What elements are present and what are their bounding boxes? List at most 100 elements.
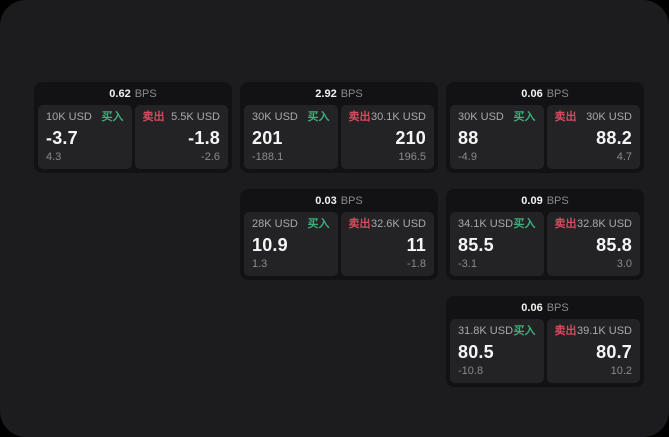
quote-card-1[interactable]: 0.62 BPS 10K USD 买入 -3.7 4.3 卖出 5.5K USD (34, 82, 232, 173)
buy-price: 85.5 (458, 234, 494, 255)
buy-delta: -188.1 (252, 151, 284, 163)
buy-price: -3.7 (46, 127, 78, 148)
bps-header: 0.09 BPS (450, 193, 640, 210)
bps-value: 2.92 (315, 88, 337, 100)
sell-size: 30.1K USD (370, 111, 426, 123)
quote-card-3[interactable]: 0.06 BPS 30K USD 买入 88 -4.9 卖出 30K USD (446, 82, 644, 173)
buy-size: 34.1K USD (458, 218, 514, 230)
sell-side[interactable]: 卖出 30K USD 88.2 4.7 (546, 105, 640, 169)
bps-value: 0.03 (315, 195, 337, 207)
sell-size: 30K USD (586, 111, 632, 123)
sell-size: 39.1K USD (576, 325, 632, 337)
sell-price: 11 (406, 234, 426, 255)
quote-body: 30K USD 买入 88 -4.9 卖出 30K USD 88.2 4.7 (450, 105, 640, 169)
bps-unit: BPS (134, 88, 157, 100)
sell-price: 210 (395, 127, 426, 148)
sell-side-top: 卖出 32.8K USD (555, 218, 633, 231)
bps-value: 0.06 (521, 302, 543, 314)
bps-unit: BPS (340, 195, 363, 207)
sell-label: 卖出 (348, 111, 371, 123)
sell-label: 卖出 (142, 111, 165, 123)
buy-side-top: 28K USD 买入 (252, 218, 330, 231)
buy-label: 买入 (307, 218, 330, 230)
bps-header: 0.06 BPS (450, 86, 640, 103)
buy-delta: -4.9 (458, 151, 477, 163)
sell-delta: -2.6 (201, 151, 220, 163)
buy-side-top: 30K USD 买入 (458, 111, 536, 124)
bps-header: 0.03 BPS (244, 193, 434, 210)
buy-side[interactable]: 10K USD 买入 -3.7 4.3 (38, 105, 132, 169)
buy-label: 买入 (513, 111, 536, 123)
sell-size: 32.6K USD (370, 218, 426, 230)
quote-body: 34.1K USD 买入 85.5 -3.1 卖出 32.8K USD 85.8… (450, 212, 640, 276)
buy-delta: 1.3 (252, 258, 268, 270)
bps-value: 0.06 (521, 88, 543, 100)
quotes-grid: 0.62 BPS 10K USD 买入 -3.7 4.3 卖出 5.5K USD (34, 82, 644, 387)
buy-label: 买入 (101, 111, 124, 123)
sell-side-top: 卖出 32.6K USD (349, 218, 427, 231)
bps-value: 0.09 (521, 195, 543, 207)
sell-side[interactable]: 卖出 5.5K USD -1.8 -2.6 (134, 105, 228, 169)
quote-body: 30K USD 买入 201 -188.1 卖出 30.1K USD 210 1… (244, 105, 434, 169)
bps-header: 0.62 BPS (38, 86, 228, 103)
sell-side-top: 卖出 39.1K USD (555, 325, 633, 338)
bps-unit: BPS (340, 88, 363, 100)
buy-side[interactable]: 28K USD 买入 10.9 1.3 (244, 212, 338, 276)
quote-body: 28K USD 买入 10.9 1.3 卖出 32.6K USD 11 -1.8 (244, 212, 434, 276)
quote-body: 31.8K USD 买入 80.5 -10.8 卖出 39.1K USD 80.… (450, 319, 640, 383)
buy-size: 30K USD (458, 111, 504, 123)
buy-side-top: 34.1K USD 买入 (458, 218, 536, 231)
bps-value: 0.62 (109, 88, 131, 100)
buy-price: 80.5 (458, 341, 494, 362)
buy-size: 31.8K USD (458, 325, 514, 337)
bps-unit: BPS (546, 195, 569, 207)
buy-delta: -10.8 (458, 365, 484, 377)
buy-size: 10K USD (46, 111, 92, 123)
quote-body: 10K USD 买入 -3.7 4.3 卖出 5.5K USD -1.8 -2.… (38, 105, 228, 169)
sell-delta: 4.7 (616, 151, 632, 163)
sell-delta: -1.8 (407, 258, 426, 270)
sell-side-top: 卖出 30.1K USD (349, 111, 427, 124)
bps-unit: BPS (546, 88, 569, 100)
sell-price: 85.8 (596, 234, 632, 255)
buy-size: 30K USD (252, 111, 298, 123)
buy-label: 买入 (307, 111, 330, 123)
sell-label: 卖出 (348, 218, 371, 230)
buy-side[interactable]: 30K USD 买入 201 -188.1 (244, 105, 338, 169)
bps-header: 0.06 BPS (450, 300, 640, 317)
sell-side[interactable]: 卖出 39.1K USD 80.7 10.2 (546, 319, 640, 383)
quote-card-4[interactable]: 0.03 BPS 28K USD 买入 10.9 1.3 卖出 32.6K US… (240, 189, 438, 280)
quote-card-5[interactable]: 0.09 BPS 34.1K USD 买入 85.5 -3.1 卖出 32.8K… (446, 189, 644, 280)
quote-card-6[interactable]: 0.06 BPS 31.8K USD 买入 80.5 -10.8 卖出 39.1… (446, 296, 644, 387)
quote-card-2[interactable]: 2.92 BPS 30K USD 买入 201 -188.1 卖出 30.1K … (240, 82, 438, 173)
buy-side-top: 10K USD 买入 (46, 111, 124, 124)
sell-side[interactable]: 卖出 32.6K USD 11 -1.8 (340, 212, 434, 276)
sell-label: 卖出 (554, 325, 577, 337)
sell-price: -1.8 (188, 127, 220, 148)
bps-header: 2.92 BPS (244, 86, 434, 103)
buy-label: 买入 (513, 218, 536, 230)
sell-side-top: 卖出 5.5K USD (143, 111, 221, 124)
sell-price: 88.2 (596, 127, 632, 148)
sell-side[interactable]: 卖出 32.8K USD 85.8 3.0 (546, 212, 640, 276)
buy-side[interactable]: 34.1K USD 买入 85.5 -3.1 (450, 212, 544, 276)
buy-delta: 4.3 (46, 151, 62, 163)
sell-delta: 3.0 (616, 258, 632, 270)
buy-price: 201 (252, 127, 283, 148)
sell-size: 5.5K USD (171, 111, 220, 123)
buy-delta: -3.1 (458, 258, 477, 270)
buy-price: 10.9 (252, 234, 288, 255)
sell-side[interactable]: 卖出 30.1K USD 210 196.5 (340, 105, 434, 169)
sell-label: 卖出 (554, 111, 577, 123)
sell-delta: 10.2 (610, 365, 632, 377)
sell-size: 32.8K USD (576, 218, 632, 230)
bps-unit: BPS (546, 302, 569, 314)
buy-side[interactable]: 30K USD 买入 88 -4.9 (450, 105, 544, 169)
buy-size: 28K USD (252, 218, 298, 230)
sell-price: 80.7 (596, 341, 632, 362)
buy-side[interactable]: 31.8K USD 买入 80.5 -10.8 (450, 319, 544, 383)
buy-side-top: 30K USD 买入 (252, 111, 330, 124)
buy-label: 买入 (513, 325, 536, 337)
buy-side-top: 31.8K USD 买入 (458, 325, 536, 338)
